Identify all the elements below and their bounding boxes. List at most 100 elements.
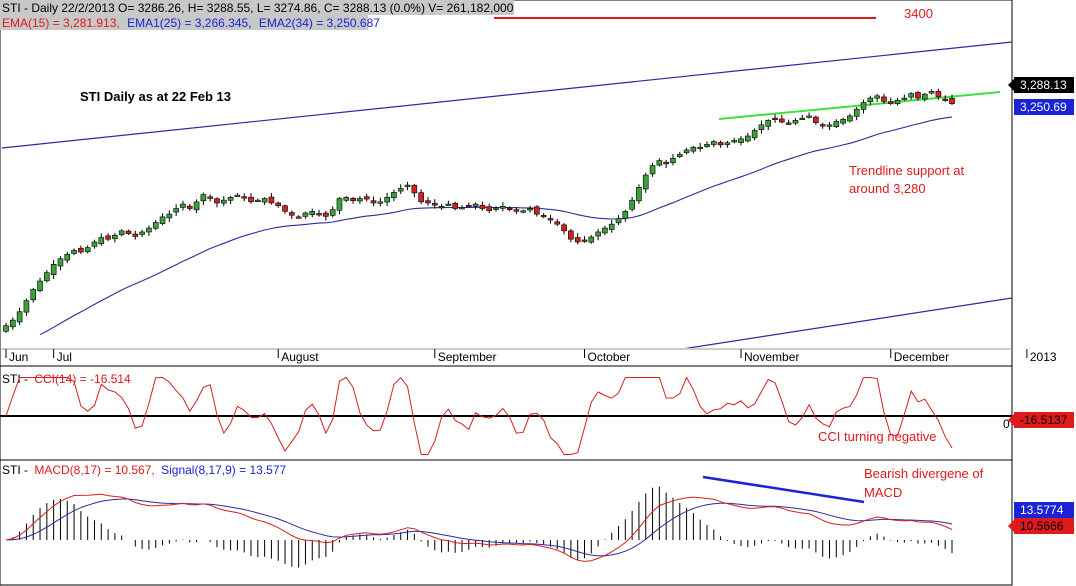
- candle-body: [908, 93, 914, 98]
- candle-body: [881, 96, 887, 102]
- candle-body: [139, 231, 145, 235]
- candle-body: [602, 227, 608, 234]
- candle-body: [785, 122, 792, 125]
- candle-body: [833, 121, 840, 127]
- ema-tag-bg: [1014, 99, 1074, 115]
- candle-body: [649, 165, 656, 175]
- candle-body: [697, 146, 703, 149]
- candle-body: [819, 124, 826, 127]
- candle-body: [799, 117, 806, 120]
- cci-tag: -16.5137: [1020, 413, 1068, 427]
- cci-line: [5, 376, 953, 455]
- candle-body: [792, 120, 799, 124]
- cci-zero-label: 0: [1003, 417, 1010, 431]
- candle-body: [887, 101, 894, 104]
- candle-body: [452, 202, 458, 209]
- ema25-legend: EMA1(25) = 3,266.345,: [127, 16, 251, 30]
- candle-body: [568, 230, 574, 240]
- candle-body: [23, 300, 30, 313]
- candle-body: [615, 218, 622, 224]
- candle-body: [350, 197, 356, 202]
- candle-body: [690, 146, 697, 152]
- resistance-3400-label: 3400: [904, 6, 933, 21]
- ema-legend: EMA(15) = 3,281.913, EMA1(25) = 3,266.34…: [2, 16, 380, 30]
- candle-body: [159, 216, 166, 224]
- macd-line: [5, 493, 953, 562]
- signal-tag: 13.5774: [1020, 503, 1064, 517]
- candle-body: [316, 213, 322, 216]
- candle-body: [840, 118, 846, 124]
- candle-body: [336, 198, 343, 211]
- ema-legend-bg: [0, 15, 368, 30]
- candle-body: [445, 203, 452, 206]
- candle-body: [540, 215, 547, 218]
- candle-body: [928, 91, 935, 94]
- cci-tag-pointer: [1008, 414, 1014, 426]
- candle-body: [738, 138, 744, 143]
- candle-body: [901, 97, 908, 100]
- macd-note-line1: Bearish divergene of: [864, 466, 984, 481]
- candle-body: [921, 93, 928, 100]
- cci-legend: STI - CCI(14) = -16.514: [2, 372, 131, 386]
- candle-body: [656, 160, 663, 166]
- cci-legend-name: CCI(14) = -16.514: [34, 372, 131, 386]
- candle-body: [425, 200, 431, 204]
- candle-body: [44, 272, 50, 282]
- candle-body: [309, 211, 316, 216]
- candle-body: [663, 161, 669, 165]
- candle-body: [186, 205, 193, 209]
- candle-body: [37, 280, 43, 291]
- candle-body: [506, 207, 513, 210]
- candle-body: [493, 207, 499, 210]
- candle-body: [302, 212, 309, 217]
- candle-body: [731, 140, 738, 143]
- cci-tag-bg: [1014, 412, 1074, 428]
- candle-body: [220, 199, 227, 204]
- candle-body: [343, 197, 350, 201]
- candle-body: [459, 207, 465, 210]
- candle-body: [173, 208, 179, 213]
- candle-body: [64, 253, 71, 261]
- candle-body: [431, 202, 438, 206]
- candle-body: [486, 206, 493, 212]
- candle-body: [683, 149, 690, 153]
- candle-body: [30, 289, 37, 301]
- ema15-legend: EMA(15) = 3,281.913,: [2, 16, 120, 30]
- candle-body: [581, 239, 588, 242]
- month-label: November: [744, 350, 799, 364]
- candle-body: [853, 108, 860, 117]
- candle-body: [676, 154, 683, 157]
- macd-tag: 10.5666: [1020, 519, 1064, 533]
- candle-body: [527, 208, 533, 211]
- candle-body: [704, 144, 710, 147]
- macd-legend-signal: Signal(8,17,9) = 13.577: [161, 463, 286, 477]
- macd-histogram: [12, 486, 953, 568]
- candle-body: [268, 196, 275, 204]
- cci-legend-prefix: STI -: [2, 372, 28, 386]
- candle-body: [125, 230, 132, 234]
- candle-body: [248, 196, 254, 203]
- candle-body: [91, 241, 98, 247]
- close-tag-pointer: [1008, 79, 1014, 91]
- candle-body: [397, 188, 404, 192]
- divergence-line: [702, 475, 865, 504]
- ema34-line: [39, 116, 953, 336]
- candle-body: [241, 196, 248, 199]
- candle-body: [595, 231, 601, 237]
- candle-body: [16, 311, 23, 323]
- candle-body: [915, 92, 921, 99]
- ema34-legend: EMA2(34) = 3,250.687: [259, 16, 380, 30]
- candle-body: [561, 224, 567, 232]
- candle-body: [295, 216, 302, 219]
- month-label: September: [438, 350, 497, 364]
- month-label: Jun: [9, 350, 28, 364]
- candle-body: [132, 233, 139, 237]
- candle-body: [50, 264, 57, 275]
- ema-tag: 3,250.69: [1020, 100, 1067, 114]
- candle-body: [3, 325, 9, 332]
- candle-body: [710, 141, 717, 145]
- price-legend-bg: [0, 0, 514, 15]
- candle-body: [411, 185, 418, 194]
- signal-tag-bg: [1014, 502, 1074, 518]
